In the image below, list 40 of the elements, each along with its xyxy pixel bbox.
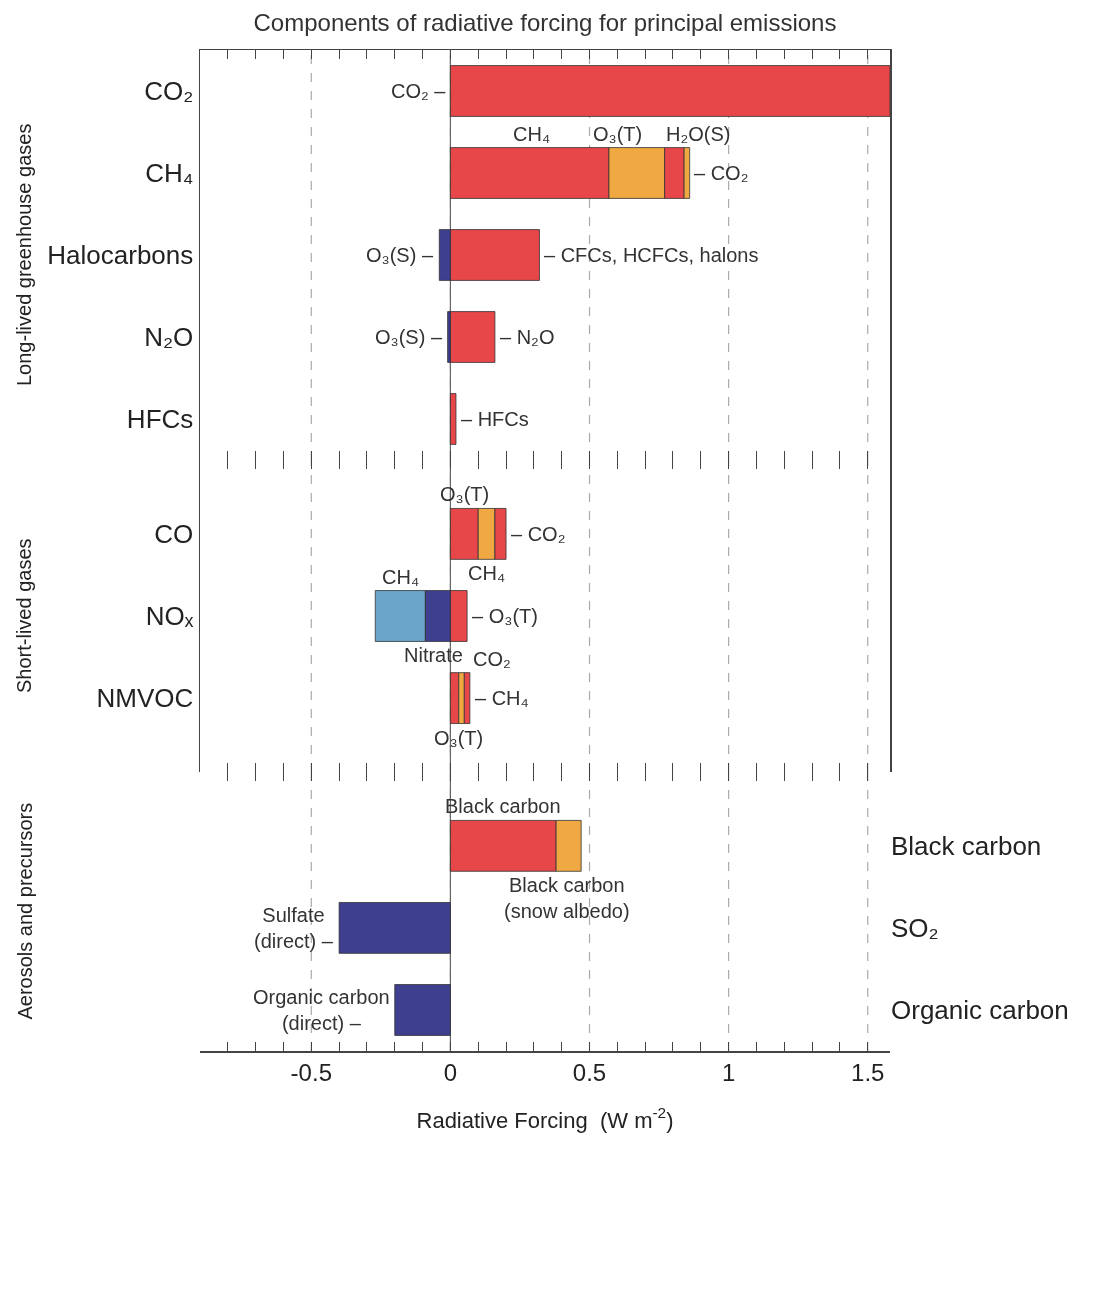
y-tick-label: CO₂: [144, 76, 194, 107]
y-tick-label: N₂O: [144, 322, 194, 353]
x-tick-label: 0: [443, 1058, 458, 1086]
annotation: Black carbon (snow albedo): [504, 873, 630, 922]
y-tick-label: SO₂: [891, 912, 939, 943]
x-axis-title: Radiative Forcing (W m$^{-2}$): [416, 1103, 674, 1133]
y-tick-label: CO: [154, 518, 194, 549]
y-tick-label: Black carbon: [891, 830, 1042, 861]
annotation: O₃(T): [593, 123, 643, 145]
annotation: – CO₂: [694, 162, 749, 184]
annotation: Sulfate (direct) –: [254, 903, 334, 952]
y-axis-title: Long-lived greenhouse gases: [13, 123, 35, 386]
annotation: O₃(S) –: [375, 326, 443, 348]
annotation: – N₂O: [500, 326, 555, 348]
annotation: Organic carbon (direct) –: [253, 985, 390, 1034]
annotation: H₂O(S): [666, 123, 731, 145]
annotation: O₃(S) –: [366, 244, 434, 266]
x-tick-label: -0.5: [290, 1058, 332, 1086]
annotation: – CO₂: [511, 523, 566, 545]
y-tick-label: Organic carbon: [891, 994, 1069, 1025]
y-tick-label: NMVOC: [96, 683, 194, 714]
annotation: CO₂ –: [391, 80, 447, 102]
annotation: CH₄: [468, 562, 506, 584]
y-axis-title: Short-lived gases: [13, 538, 35, 693]
y-tick-label: NOₓ: [145, 601, 194, 632]
chart-title: Components of radiative forcing for principal emissions: [253, 8, 837, 36]
x-tick-label: 0.5: [572, 1058, 607, 1086]
x-tick-label: 1.5: [851, 1058, 885, 1086]
annotation: CO₂: [473, 648, 511, 670]
annotation: – CFCs, HCFCs, halons: [544, 244, 759, 266]
x-tick-label: 1: [721, 1058, 736, 1086]
annotation: – O₃(T): [472, 605, 538, 627]
annotation: – HFCs: [461, 408, 529, 430]
y-tick-label: HFCs: [126, 404, 194, 435]
y-axis-title: Aerosols and precursors: [13, 802, 36, 1020]
y-tick-label: Halocarbons: [47, 240, 194, 271]
annotation: CH₄: [382, 566, 420, 588]
annotation: CH₄: [513, 123, 551, 145]
annotation: – CH₄: [475, 687, 529, 709]
y-tick-label: CH₄: [145, 158, 194, 189]
